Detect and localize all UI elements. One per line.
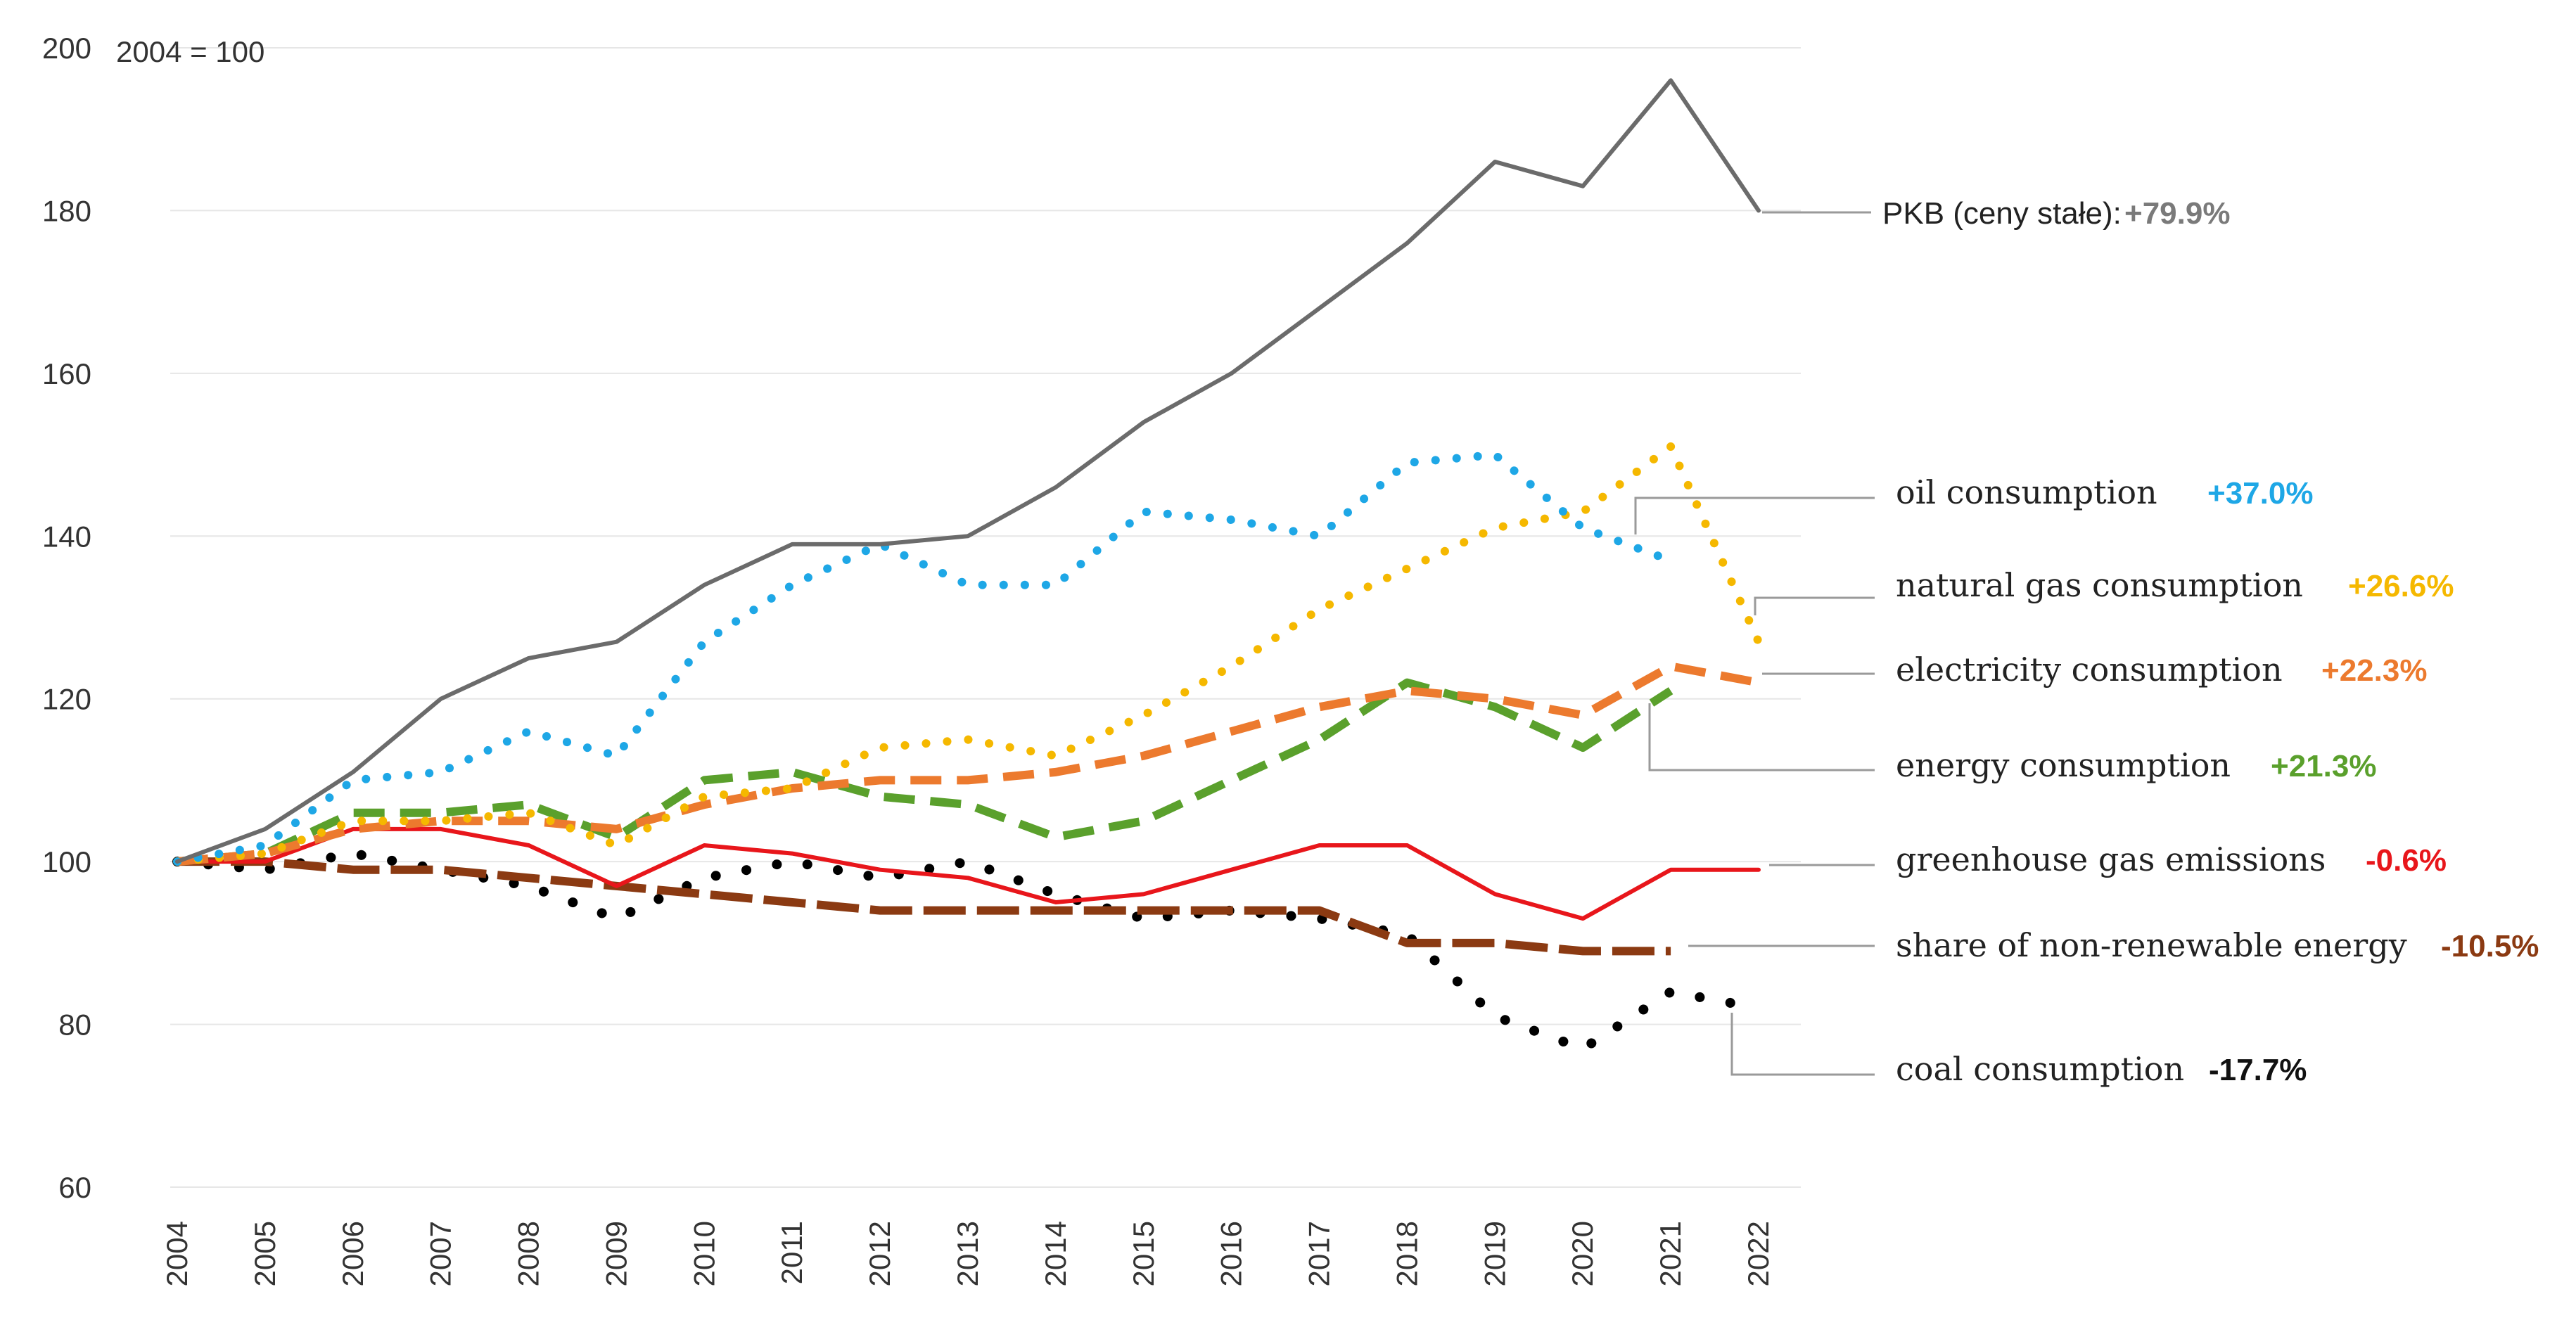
- series-line-gdp: [175, 78, 1761, 864]
- x-tick-label: 2021: [1654, 1221, 1687, 1286]
- series-change-elec: +22.3%: [2321, 653, 2427, 688]
- y-axis-ticks: 60 80 100 120 140 160 180 200: [42, 32, 91, 1204]
- x-tick-label: 2007: [424, 1221, 457, 1286]
- x-tick-label: 2016: [1215, 1221, 1248, 1286]
- y-tick-label: 140: [42, 520, 91, 553]
- x-tick-label: 2018: [1390, 1221, 1423, 1286]
- x-tick-label: 2015: [1127, 1221, 1160, 1286]
- y-tick-label: 160: [42, 357, 91, 390]
- series-change-oil: +37.0%: [2207, 476, 2313, 511]
- series-change-energy: +21.3%: [2271, 749, 2376, 783]
- series-line-elec: [177, 662, 1760, 866]
- x-tick-label: 2009: [599, 1221, 632, 1286]
- series-label-coal: coal consumption: [1896, 1050, 2184, 1088]
- leader-line-gas: [1754, 596, 1875, 615]
- x-tick-label: 2010: [687, 1221, 720, 1286]
- series-line-ghg: [175, 826, 1761, 921]
- x-tick-label: 2005: [248, 1221, 281, 1286]
- series-label-elec: electricity consumption: [1896, 651, 2283, 689]
- x-tick-label: 2017: [1303, 1221, 1336, 1286]
- y-tick-label: 80: [58, 1008, 91, 1042]
- x-tick-label: 2006: [336, 1221, 369, 1286]
- x-axis-ticks: 2004 2005 2006 2007 2008 2009 2010 2011 2012 2013…: [160, 1221, 1775, 1286]
- series-line-gas: [173, 442, 1763, 866]
- y-tick-label: 100: [42, 845, 91, 878]
- x-tick-label: 2008: [512, 1221, 545, 1286]
- series-label-gdp: PKB (ceny stałe):: [1882, 196, 2122, 231]
- series-labels: PKB (ceny stałe): +79.9% oil consumption +3…: [1882, 196, 2539, 1088]
- leader-line-coal: [1730, 1013, 1875, 1076]
- series-line-coal: [172, 848, 1764, 1054]
- series-label-ghg: greenhouse gas emissions: [1896, 840, 2326, 878]
- y-tick-label: 180: [42, 194, 91, 227]
- y-tick-label: 120: [42, 683, 91, 716]
- x-tick-label: 2011: [775, 1221, 808, 1284]
- y-tick-label: 200: [42, 32, 91, 65]
- gridlines: [170, 47, 1801, 1188]
- label-leader-lines: [1634, 211, 1875, 1076]
- leader-line-oil: [1634, 497, 1875, 534]
- series-line-nonren: [177, 857, 1671, 956]
- leader-line-energy: [1648, 703, 1875, 771]
- series-change-coal: -17.7%: [2209, 1053, 2307, 1087]
- series-line-energy: [177, 678, 1673, 866]
- series-lines: [172, 78, 1764, 1054]
- series-label-gas: natural gas consumption: [1896, 566, 2303, 604]
- index-base-note: 2004 = 100: [116, 35, 264, 68]
- x-tick-label: 2013: [951, 1221, 984, 1286]
- series-change-gas: +26.6%: [2348, 569, 2454, 603]
- x-tick-label: 2022: [1742, 1221, 1775, 1286]
- x-tick-label: 2014: [1039, 1221, 1072, 1286]
- y-tick-label: 60: [58, 1171, 91, 1204]
- x-tick-label: 2019: [1478, 1221, 1511, 1286]
- series-line-oil: [173, 450, 1676, 866]
- series-change-gdp: +79.9%: [2124, 196, 2230, 231]
- series-label-nonren: share of non-renewable energy: [1896, 926, 2407, 964]
- x-tick-label: 2004: [160, 1221, 193, 1286]
- series-change-ghg: -0.6%: [2366, 843, 2447, 878]
- series-change-nonren: -10.5%: [2441, 929, 2539, 963]
- series-label-oil: oil consumption: [1896, 473, 2157, 511]
- series-label-energy: energy consumption: [1896, 746, 2231, 784]
- x-tick-label: 2020: [1566, 1221, 1599, 1286]
- x-tick-label: 2012: [863, 1221, 896, 1286]
